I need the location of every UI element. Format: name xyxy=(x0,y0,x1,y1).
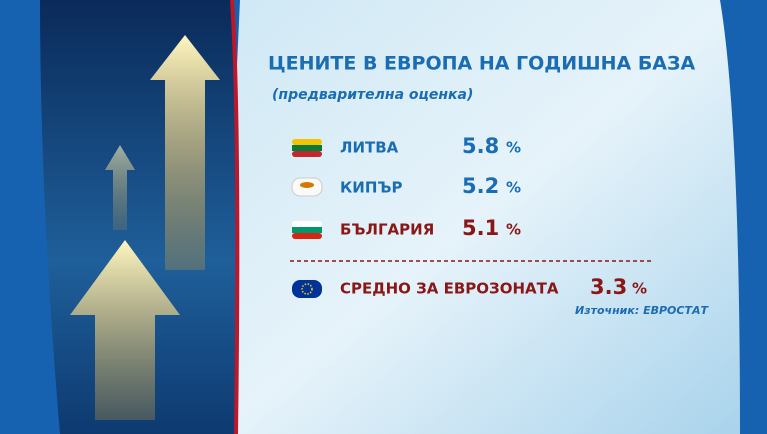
average-name: СРЕДНО ЗА ЕВРОЗОНАТА xyxy=(340,280,559,298)
row-value: 5.1 xyxy=(462,216,499,240)
flag-bg xyxy=(292,221,322,239)
flag-lt xyxy=(292,139,322,157)
row-unit: % xyxy=(506,179,521,197)
flag-cy xyxy=(291,177,323,197)
row-unit: % xyxy=(506,139,521,157)
content-panel xyxy=(220,0,740,434)
row-value: 5.2 xyxy=(462,174,499,198)
average-value: 3.3 xyxy=(590,275,627,299)
row-value: 5.8 xyxy=(462,134,499,158)
row-name: КИПЪР xyxy=(340,179,402,197)
row-name: ЛИТВА xyxy=(340,139,399,157)
row-name: БЪЛГАРИЯ xyxy=(340,221,434,239)
arrows xyxy=(70,35,220,420)
source: Източник: ЕВРОСТАТ xyxy=(575,304,709,317)
flag-eu xyxy=(292,280,322,298)
row-unit: % xyxy=(506,221,521,239)
red-border xyxy=(230,0,240,434)
subtitle: (предварителна оценка) xyxy=(272,87,473,103)
title: ЦЕНИТЕ В ЕВРОПА НА ГОДИШНА БАЗА xyxy=(268,53,695,75)
average-unit: % xyxy=(632,280,647,298)
